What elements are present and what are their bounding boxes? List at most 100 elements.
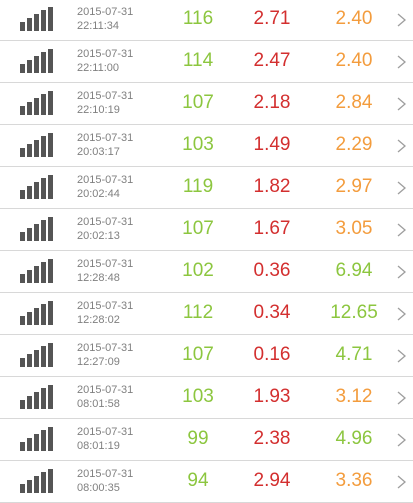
signal-strength-icon [20,301,54,325]
history-row[interactable]: 2015-07-31 12:28:02 112 0.34 12.65 [0,293,413,335]
history-row[interactable]: 2015-07-31 12:28:48 102 0.36 6.94 [0,251,413,293]
chevron-right-icon[interactable] [396,97,408,111]
history-row[interactable]: 2015-07-31 08:01:19 99 2.38 4.96 [0,419,413,461]
download-value: 2.18 [253,92,291,113]
history-row[interactable]: 2015-07-31 20:03:17 103 1.49 2.29 [0,125,413,167]
upload-value: 2.40 [335,50,373,71]
test-time: 22:10:19 [77,104,120,116]
ping-value: 119 [182,176,214,197]
download-value: 2.47 [253,50,291,71]
test-time: 08:01:19 [77,440,120,452]
chevron-right-icon[interactable] [396,55,408,69]
test-date: 2015-07-31 [77,174,134,186]
timestamp: 2015-07-31 22:11:00 [77,47,133,75]
test-date: 2015-07-31 [77,300,134,312]
upload-value: 6.94 [335,260,373,281]
history-row[interactable]: 2015-07-31 20:02:13 107 1.67 3.05 [0,209,413,251]
test-time: 20:03:17 [77,146,120,158]
signal-strength-icon [20,385,54,409]
timestamp: 2015-07-31 12:28:02 [77,299,133,327]
timestamp: 2015-07-31 20:02:44 [77,173,133,201]
chevron-right-icon[interactable] [396,349,408,363]
ping-value: 116 [182,8,214,29]
ping-value: 103 [182,134,214,155]
test-time: 22:11:34 [77,20,120,32]
test-time: 08:00:35 [77,482,120,494]
download-value: 0.36 [253,260,291,281]
test-time: 22:11:00 [77,62,120,74]
download-value: 0.16 [253,344,291,365]
upload-value: 2.97 [335,176,373,197]
signal-strength-icon [20,91,54,115]
signal-strength-icon [20,133,54,157]
test-date: 2015-07-31 [77,132,134,144]
history-row[interactable]: 2015-07-31 22:11:34 116 2.71 2.40 [0,0,413,41]
download-value: 1.93 [253,386,291,407]
test-date: 2015-07-31 [77,426,134,438]
download-value: 2.71 [253,8,291,29]
history-row[interactable]: 2015-07-31 22:11:00 114 2.47 2.40 [0,41,413,83]
download-value: 0.34 [253,302,291,323]
signal-strength-icon [20,7,54,31]
ping-value: 114 [182,50,214,71]
history-row[interactable]: 2015-07-31 08:01:58 103 1.93 3.12 [0,377,413,419]
download-value: 1.67 [253,218,291,239]
history-row[interactable]: 2015-07-31 20:02:44 119 1.82 2.97 [0,167,413,209]
test-time: 12:28:48 [77,272,120,284]
chevron-right-icon[interactable] [396,475,408,489]
test-time: 12:28:02 [77,314,120,326]
signal-strength-icon [20,175,54,199]
ping-value: 103 [182,386,214,407]
upload-value: 12.65 [330,302,378,323]
download-value: 1.49 [253,134,291,155]
upload-value: 2.84 [335,92,373,113]
test-date: 2015-07-31 [77,6,134,18]
timestamp: 2015-07-31 20:02:13 [77,215,133,243]
upload-value: 2.29 [335,134,373,155]
timestamp: 2015-07-31 20:03:17 [77,131,133,159]
chevron-right-icon[interactable] [396,307,408,321]
download-value: 2.94 [253,470,291,491]
timestamp: 2015-07-31 08:01:19 [77,425,133,453]
ping-value: 107 [182,344,214,365]
chevron-right-icon[interactable] [396,265,408,279]
test-time: 08:01:58 [77,398,120,410]
chevron-right-icon[interactable] [396,13,408,27]
download-value: 2.38 [253,428,291,449]
signal-strength-icon [20,427,54,451]
chevron-right-icon[interactable] [396,223,408,237]
timestamp: 2015-07-31 22:11:34 [77,5,133,33]
test-date: 2015-07-31 [77,216,134,228]
chevron-right-icon[interactable] [396,139,408,153]
timestamp: 2015-07-31 12:27:09 [77,341,133,369]
history-row[interactable]: 2015-07-31 08:00:35 94 2.94 3.36 [0,461,413,503]
ping-value: 94 [187,470,209,491]
ping-value: 99 [187,428,209,449]
ping-value: 112 [182,302,214,323]
timestamp: 2015-07-31 22:10:19 [77,89,133,117]
upload-value: 3.36 [335,470,373,491]
test-date: 2015-07-31 [77,342,134,354]
upload-value: 3.05 [335,218,373,239]
test-date: 2015-07-31 [77,384,134,396]
chevron-right-icon[interactable] [396,391,408,405]
test-date: 2015-07-31 [77,48,134,60]
history-row[interactable]: 2015-07-31 12:27:09 107 0.16 4.71 [0,335,413,377]
test-time: 20:02:44 [77,188,120,200]
chevron-right-icon[interactable] [396,181,408,195]
history-row[interactable]: 2015-07-31 22:10:19 107 2.18 2.84 [0,83,413,125]
signal-strength-icon [20,49,54,73]
timestamp: 2015-07-31 12:28:48 [77,257,133,285]
chevron-right-icon[interactable] [396,433,408,447]
test-date: 2015-07-31 [77,468,134,480]
upload-value: 3.12 [335,386,373,407]
signal-strength-icon [20,259,54,283]
test-date: 2015-07-31 [77,90,134,102]
upload-value: 2.40 [335,8,373,29]
ping-value: 107 [182,218,214,239]
ping-value: 102 [182,260,214,281]
test-time: 12:27:09 [77,356,120,368]
signal-strength-icon [20,343,54,367]
signal-strength-icon [20,217,54,241]
